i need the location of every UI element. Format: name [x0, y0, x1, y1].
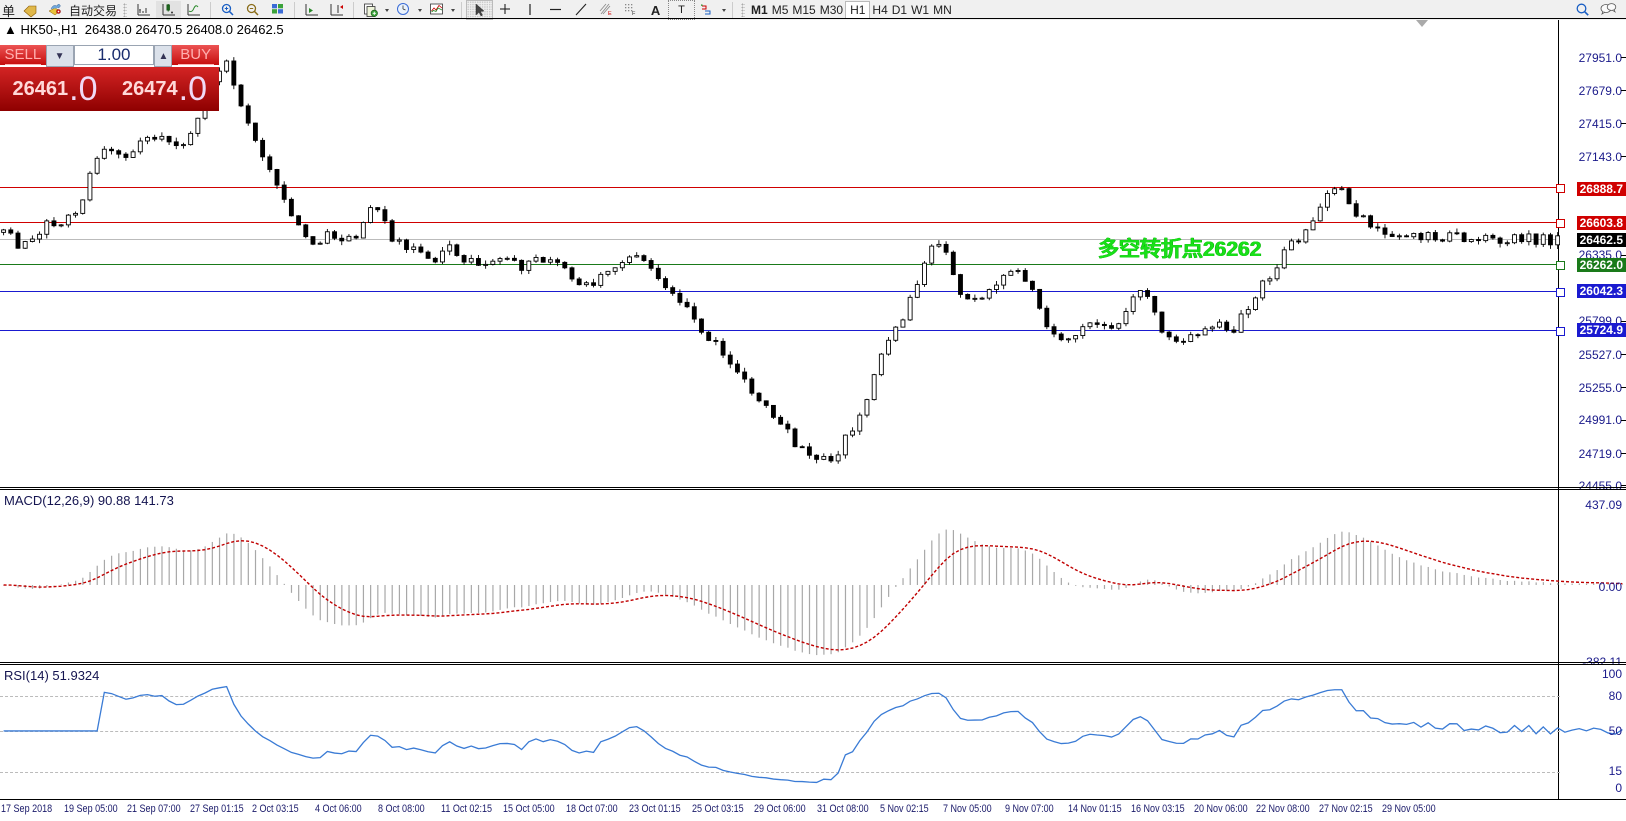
svg-text:F: F	[632, 11, 636, 17]
svg-text:E: E	[608, 11, 612, 17]
